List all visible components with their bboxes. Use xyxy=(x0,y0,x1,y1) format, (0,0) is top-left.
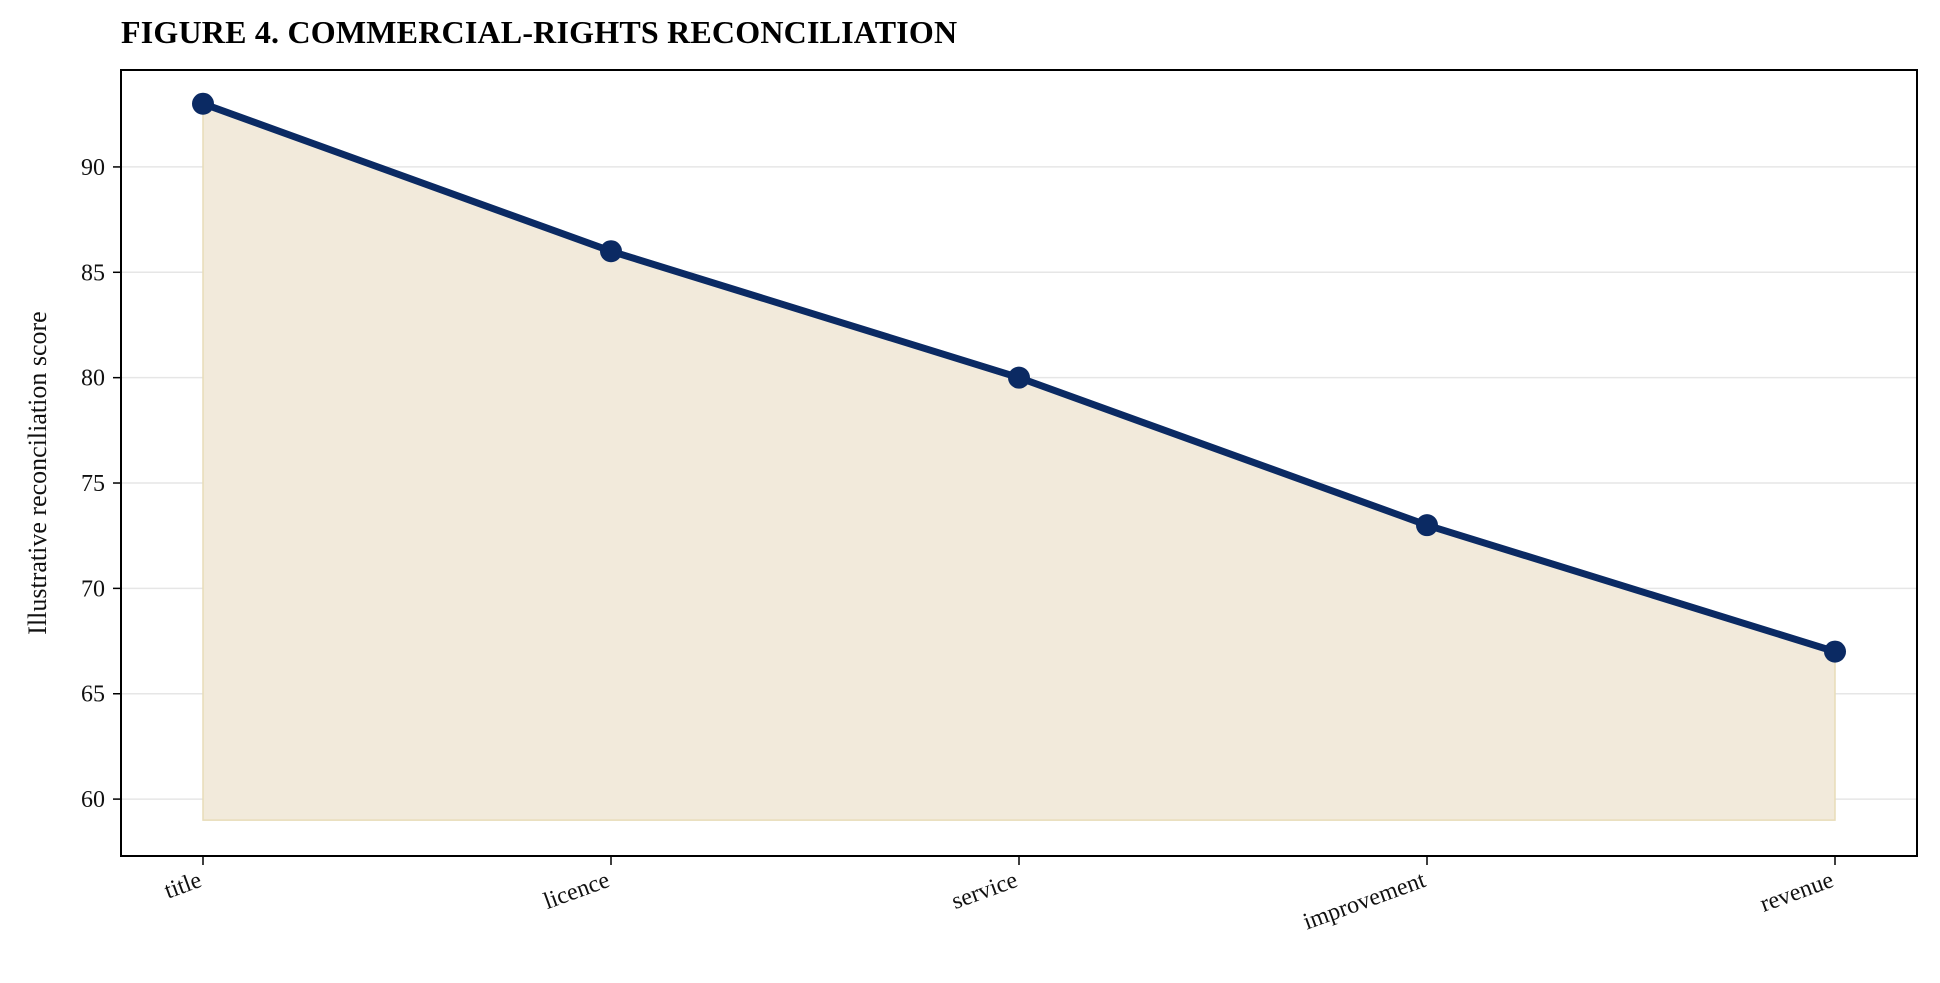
x-tick-label-licence: licence xyxy=(540,867,613,915)
data-point-service xyxy=(1008,366,1030,389)
y-tick-label: 80 xyxy=(81,366,105,392)
y-tick-label: 70 xyxy=(81,576,105,602)
y-tick-label: 75 xyxy=(81,471,105,497)
x-tick-label-title: title xyxy=(161,867,205,904)
chart-title: FIGURE 4. COMMERCIAL-RIGHTS RECONCILIATI… xyxy=(121,14,958,50)
y-tick-label: 65 xyxy=(81,682,105,708)
area-fill-layer xyxy=(202,102,1836,821)
data-point-revenue xyxy=(1824,640,1846,663)
x-tick-label-revenue: revenue xyxy=(1757,867,1837,917)
data-point-title xyxy=(192,92,214,115)
x-tick-label-improvement: improvement xyxy=(1300,867,1429,935)
data-point-improvement xyxy=(1416,514,1438,537)
y-tick-label: 60 xyxy=(81,787,105,813)
area-fill xyxy=(202,102,1836,821)
y-tick-label: 85 xyxy=(81,260,105,286)
y-axis-ticks: 60 65 70 75 80 85 90 xyxy=(81,155,121,813)
y-tick-label: 90 xyxy=(81,155,105,181)
x-axis-ticks: title licence service improvement revenue xyxy=(161,856,1837,935)
data-point-licence xyxy=(600,240,622,263)
data-points xyxy=(192,92,1846,663)
y-axis-label: Illustrative reconciliation score xyxy=(23,311,52,634)
x-tick-label-service: service xyxy=(948,867,1021,915)
